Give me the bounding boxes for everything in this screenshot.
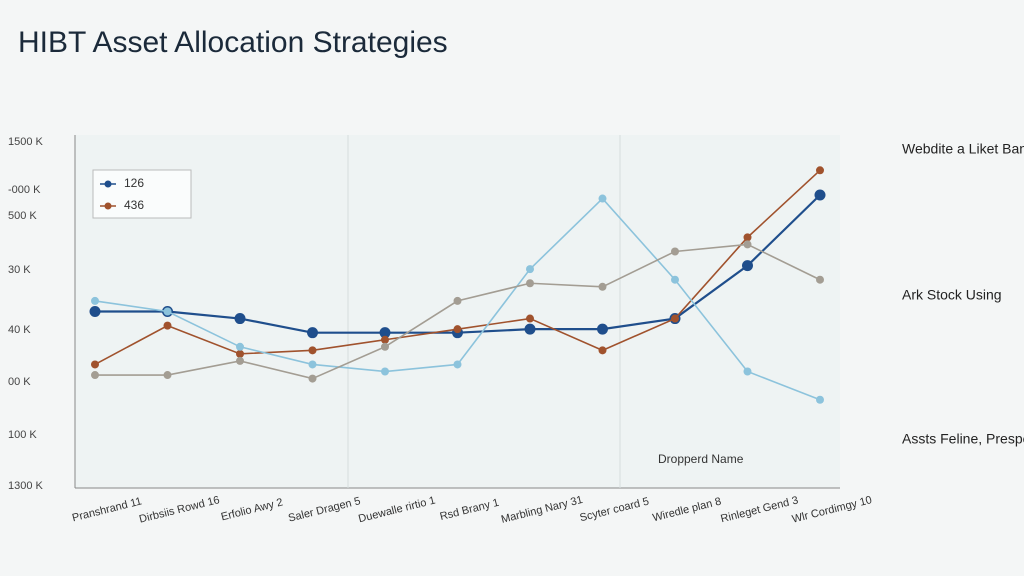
annotation: Ark Stock Using [902,287,1002,303]
data-point [743,367,752,376]
x-tick-label: Wlr Cordimgy 10 [791,494,873,525]
data-point [91,360,99,369]
y-axis-label: 30 K [8,264,31,276]
legend [92,169,192,219]
data-point [526,265,534,274]
data-point [526,314,534,323]
data-point [453,296,462,305]
data-point [89,306,101,317]
data-point [163,307,172,316]
x-tick-label: Saler Dragen 5 [287,495,362,525]
data-point [671,314,679,323]
data-point [743,240,752,249]
data-point [453,325,462,334]
y-axis-label: 40 K [8,324,31,336]
data-point [234,313,246,325]
data-point [163,371,172,380]
data-point [308,374,317,383]
x-tick-label: Rsd Brany 1 [439,497,501,523]
x-tick-label: Dirbsiis Rowd 16 [138,494,221,526]
data-point [816,275,824,284]
data-point [236,356,244,365]
y-axis-label: 1500 K [8,136,44,148]
data-point [381,335,389,344]
y-axis-label: 00 K [8,376,31,388]
data-point [379,327,391,339]
x-tick-label: Erfolio Awy 2 [220,496,284,523]
data-point [308,346,317,355]
data-point [524,323,536,335]
data-point [308,360,317,369]
data-point [598,194,607,203]
data-point [236,349,244,358]
y-axis-label: 100 K [8,429,37,441]
data-point [236,342,244,351]
data-point [816,395,824,404]
y-axis-label: 1300 K [8,480,44,492]
data-point [526,279,534,288]
data-point [597,323,608,335]
data-point [814,189,826,201]
x-tick-label: Scyter coard 5 [579,496,651,525]
x-tick-label: Duewalle rirtio 1 [357,495,436,526]
x-tick-label: Wiredle plan 8 [651,496,722,525]
data-point [671,247,679,256]
annotation: Assts Feline, Prespennoi Kils [902,431,1024,447]
data-point [816,166,824,175]
y-axis-label: 500 K [8,210,37,222]
data-point [671,275,679,284]
x-tick-label: Marbling Nary 31 [500,494,584,526]
data-point [307,327,318,339]
data-point [163,321,172,330]
data-point [91,296,99,305]
data-point [743,233,752,242]
annotation: Dropperd Name [658,452,744,466]
x-tick-label: Rinleget Gend 3 [719,494,799,525]
legend-label: 436 [124,198,144,212]
data-point [381,342,389,351]
data-point [598,282,607,291]
y-axis-label: -000 K [8,184,41,196]
data-point [742,260,753,272]
legend-label: 126 [124,176,144,190]
plot-area [75,135,840,488]
chart-title: HIBT Asset Allocation Strategies [18,26,448,59]
x-tick-label: Pranshrand 11 [71,495,143,524]
data-point [598,346,607,355]
annotation: Webdite a Liket Banoy Conds [902,141,1024,157]
data-point [453,360,462,369]
data-point [381,367,389,376]
data-point [91,371,99,380]
